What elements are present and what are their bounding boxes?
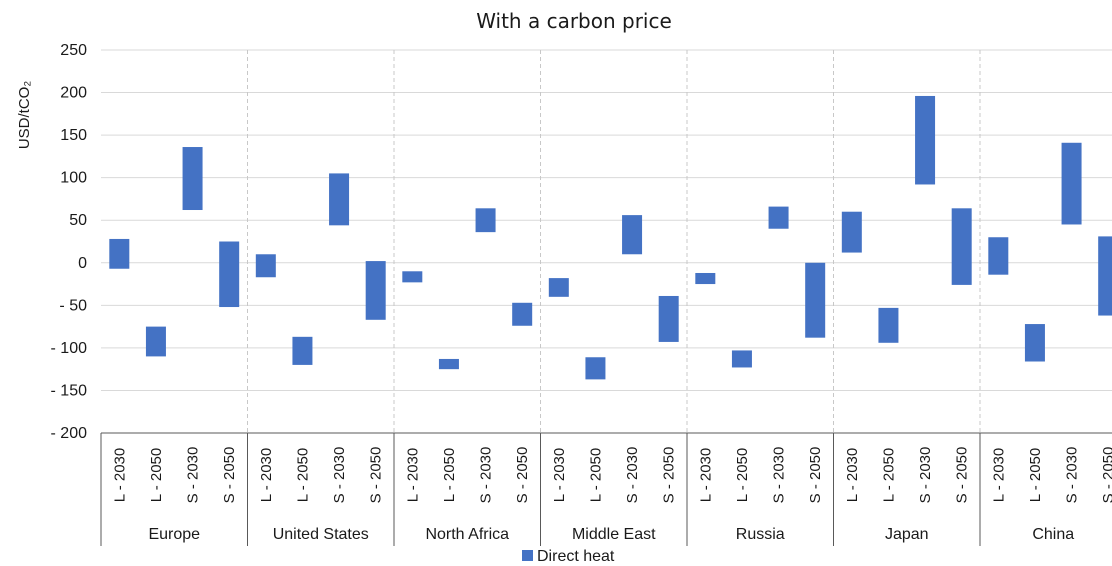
x-tick-label: S - 2030: [771, 447, 788, 504]
bar-japan-2: [878, 307, 899, 343]
bar-russia-4: [805, 262, 826, 338]
x-tick-label: L - 2050: [1027, 448, 1044, 503]
x-tick-label: L - 2050: [587, 448, 604, 503]
bar-north-africa-2: [438, 358, 459, 370]
bar-middle-east-3: [622, 215, 643, 255]
y-tick-label: - 200: [51, 425, 88, 442]
bar-china-1: [988, 237, 1009, 275]
group-label: Japan: [885, 526, 929, 543]
bar-japan-4: [951, 208, 972, 285]
x-tick-label: S - 2050: [514, 447, 531, 504]
y-tick-label: 100: [60, 170, 87, 187]
bar-north-africa-4: [512, 302, 533, 326]
y-axis-label: USD/tCO₂: [16, 81, 33, 150]
x-tick-label: S - 2050: [661, 447, 678, 504]
y-tick-label: 50: [69, 212, 87, 229]
bar-north-africa-3: [475, 208, 496, 233]
y-tick-label: 150: [60, 127, 87, 144]
x-tick-label: L - 2030: [990, 448, 1007, 503]
x-tick-label: S - 2050: [221, 447, 238, 504]
y-tick-label: 250: [60, 42, 87, 59]
bar-russia-2: [731, 350, 752, 368]
bar-japan-3: [915, 95, 936, 185]
x-tick-label: L - 2030: [404, 448, 421, 503]
bar-russia-3: [768, 206, 789, 229]
group-label: China: [1032, 526, 1074, 543]
y-tick-label: - 50: [59, 297, 87, 314]
x-tick-label: S - 2030: [331, 447, 348, 504]
legend-swatch: [522, 550, 533, 561]
x-tick-label: S - 2050: [954, 447, 971, 504]
bar-north-africa-1: [402, 271, 423, 283]
bar-middle-east-2: [585, 357, 606, 380]
bar-china-2: [1024, 324, 1045, 362]
bar-united-states-2: [292, 336, 313, 365]
group-label: North Africa: [425, 526, 509, 543]
x-tick-label: S - 2030: [478, 447, 495, 504]
group-separators: [247, 50, 981, 433]
x-tick-label: S - 2030: [1064, 447, 1081, 504]
x-tick-label: L - 2050: [441, 448, 458, 503]
x-tick-label: L - 2050: [880, 448, 897, 503]
y-tick-label: 200: [60, 85, 87, 102]
group-label: Russia: [736, 526, 785, 543]
x-axis: L - 2030 L - 2050 S - 2030 S - 2050 Europe L …: [100, 432, 1112, 546]
legend-label: Direct heat: [537, 548, 615, 565]
bar-middle-east-4: [658, 295, 679, 342]
bar-europe-1: [109, 238, 130, 269]
y-axis-ticks: 250 200 150 100 50 0 - 50 - 100 - 150 - 200: [51, 42, 88, 442]
x-tick-label: L - 2050: [148, 448, 165, 503]
bar-europe-4: [219, 241, 240, 308]
x-tick-label: L - 2030: [697, 448, 714, 503]
x-tick-label: S - 2050: [368, 447, 385, 504]
x-tick-label: L - 2050: [734, 448, 751, 503]
bars: [109, 95, 1112, 380]
x-tick-label: L - 2050: [294, 448, 311, 503]
x-tick-label: S - 2030: [185, 447, 202, 504]
chart-title: With a carbon price: [476, 9, 672, 33]
bar-russia-1: [695, 272, 716, 285]
x-tick-label: S - 2050: [1100, 447, 1112, 504]
bar-china-3: [1061, 142, 1082, 225]
y-tick-label: - 150: [51, 382, 88, 399]
bar-united-states-4: [365, 261, 386, 320]
x-tick-label: L - 2030: [551, 448, 568, 503]
x-tick-label: L - 2030: [844, 448, 861, 503]
bar-middle-east-1: [548, 278, 569, 297]
bar-japan-1: [841, 211, 862, 253]
group-label: United States: [273, 526, 369, 543]
legend: Direct heat: [522, 548, 615, 565]
bar-united-states-3: [329, 173, 350, 226]
y-tick-label: - 100: [51, 340, 88, 357]
bar-europe-2: [145, 326, 166, 357]
x-tick-label: S - 2050: [807, 447, 824, 504]
bar-united-states-1: [255, 254, 276, 278]
y-tick-label: 0: [78, 255, 87, 272]
x-tick-label: S - 2030: [917, 447, 934, 504]
group-label: Middle East: [572, 526, 656, 543]
bar-europe-3: [182, 147, 203, 211]
x-tick-label: S - 2030: [624, 447, 641, 504]
x-tick-label: L - 2030: [258, 448, 275, 503]
x-tick-label: L - 2030: [111, 448, 128, 503]
group-label: Europe: [148, 526, 200, 543]
bar-china-4: [1098, 236, 1112, 316]
